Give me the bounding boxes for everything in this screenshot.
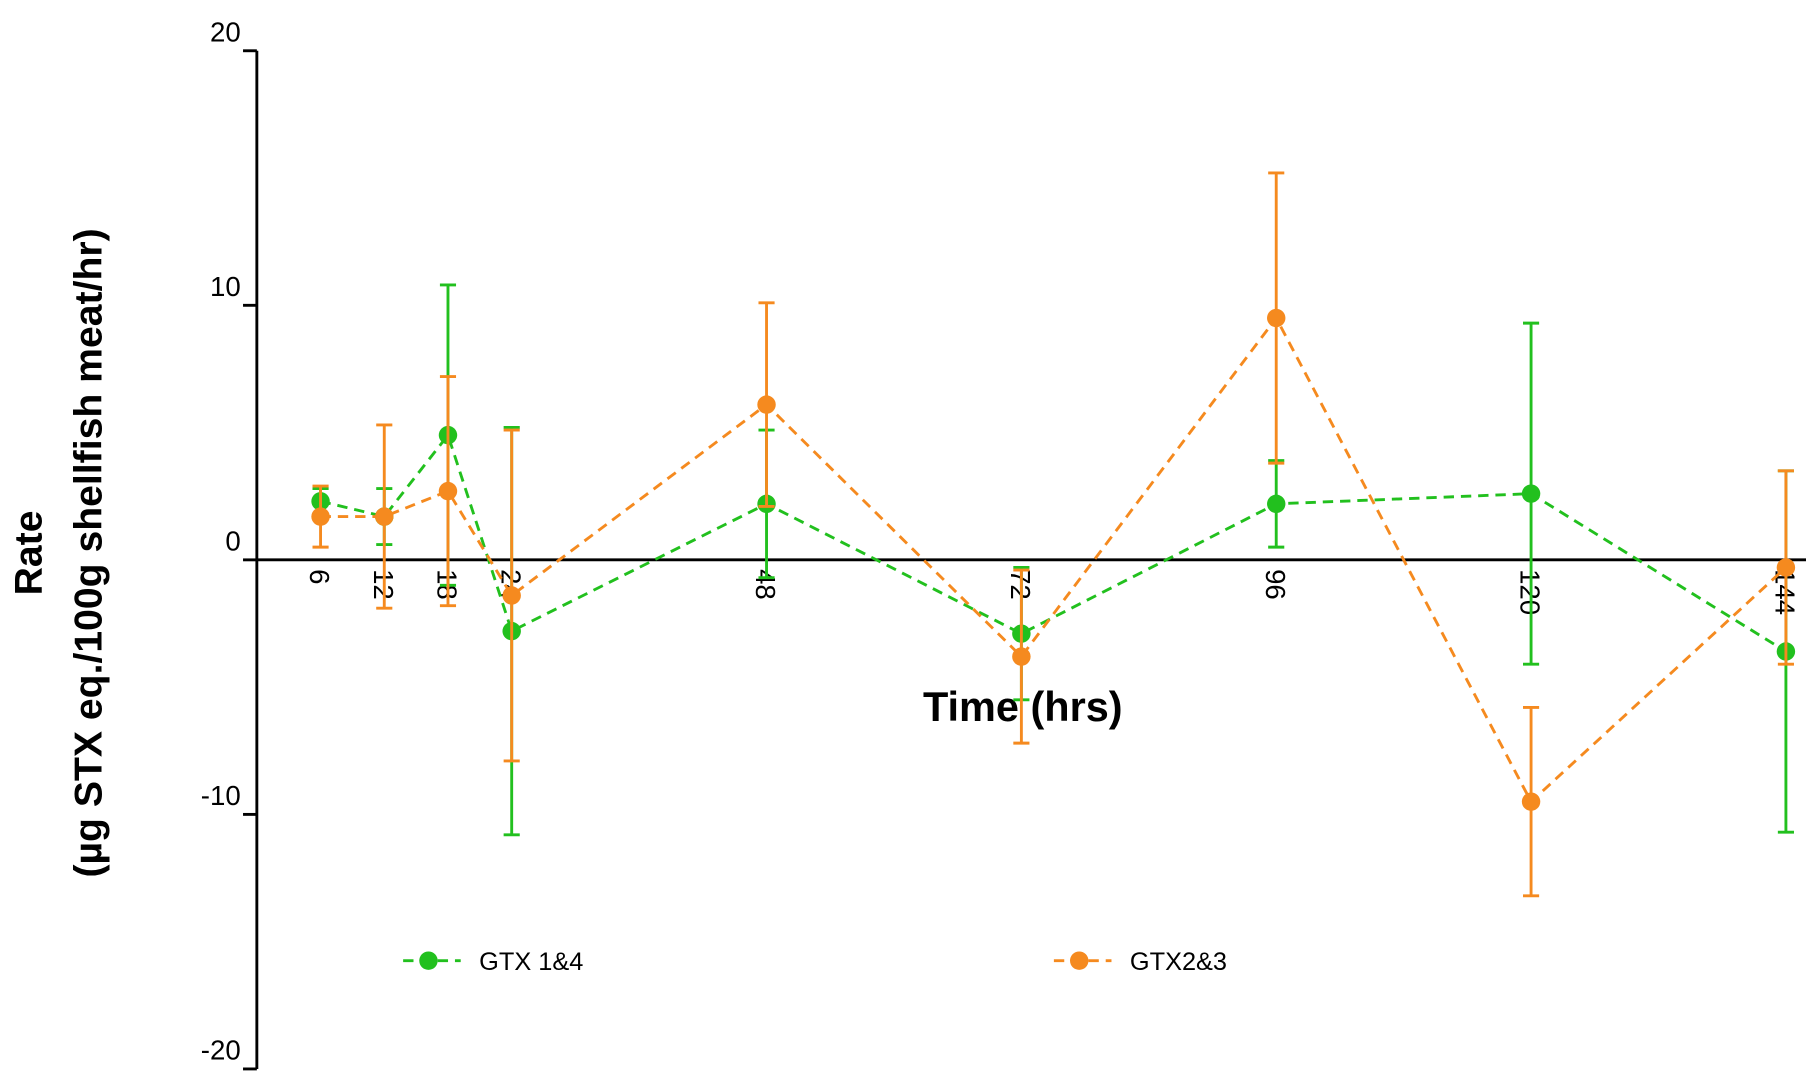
series-line (320, 432, 1787, 653)
x-tick-label: 6 (304, 569, 335, 584)
data-point (1267, 494, 1286, 514)
data-point (757, 395, 776, 414)
legend-label: GTX2&3 (1130, 948, 1227, 976)
legend-marker (419, 951, 438, 970)
y-tick-label: 20 (210, 17, 241, 48)
y-tick-label: -20 (201, 1035, 241, 1066)
y-tick-label: 10 (210, 271, 241, 302)
data-point (311, 507, 330, 526)
series (311, 171, 1796, 898)
legend-label: GTX 1&4 (479, 948, 583, 976)
data-point (1521, 484, 1541, 503)
x-tick-label: 96 (1260, 569, 1291, 600)
legend-marker (1070, 951, 1089, 970)
y-axis-title: Rate (7, 511, 50, 596)
data-point (1267, 308, 1286, 328)
data-point (1521, 792, 1541, 811)
data-point (502, 586, 521, 605)
y-tick-label: 0 (225, 526, 240, 557)
y-tick-label: -10 (201, 780, 241, 811)
data-point (1012, 647, 1031, 666)
data-point (1776, 558, 1796, 577)
y-axis-title: (µg STX eq./100g shellfish meat/hr) (67, 228, 110, 877)
data-point (375, 507, 394, 526)
data-point (438, 481, 458, 501)
